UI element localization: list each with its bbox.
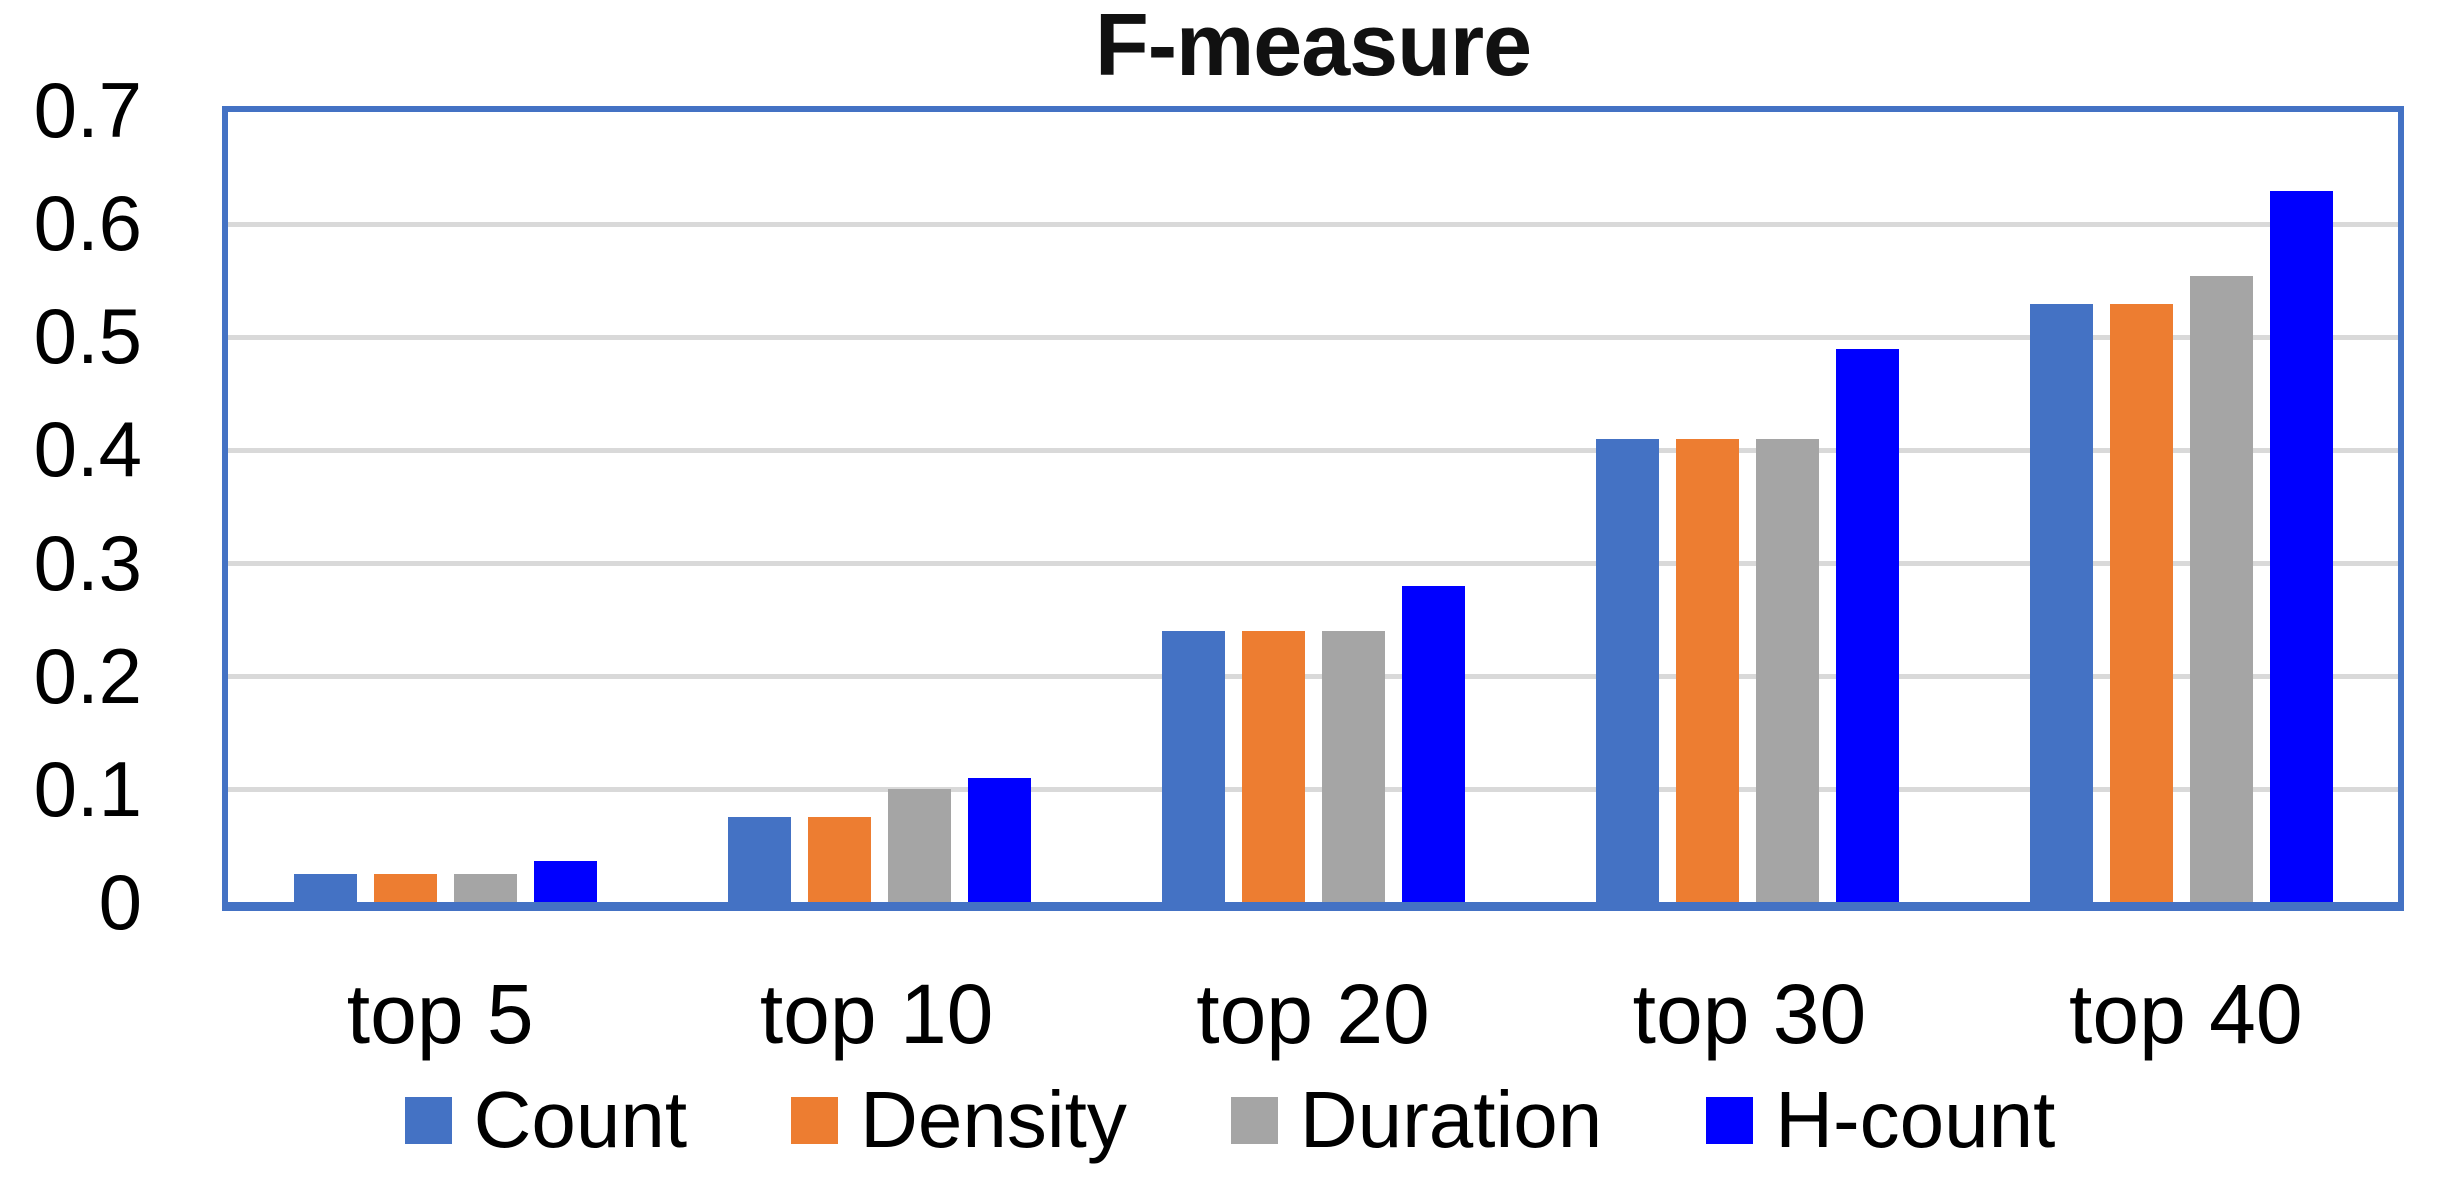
legend-label-duration: Duration <box>1299 1075 1603 1164</box>
bar-h-count-top-20 <box>1401 586 1465 902</box>
bar-duration-top-20 <box>1321 631 1385 902</box>
bar-h-count-top-30 <box>1835 349 1899 902</box>
bar-h-count-top-5 <box>533 861 597 902</box>
bar-group-top-10 <box>662 112 1096 902</box>
y-tick-label-0.4: 0.4 <box>33 405 142 493</box>
legend-label-count: Count <box>473 1075 688 1164</box>
bar-count-top-5 <box>293 874 357 902</box>
bar-duration-top-30 <box>1755 439 1819 902</box>
legend-swatch-density <box>791 1096 839 1144</box>
bar-duration-top-10 <box>887 789 951 902</box>
bar-h-count-top-10 <box>967 778 1031 902</box>
bar-density-top-40 <box>2109 304 2173 902</box>
x-tick-label-top-40: top 40 <box>2069 967 2303 1061</box>
x-axis-tick-labels: top 5 top 10 top 20 top 30 top 40 <box>222 966 2404 1063</box>
chart-title: F-measure <box>1094 0 1532 94</box>
gridline-0.6 <box>228 222 2398 228</box>
legend: Count Density Duration H-count <box>0 1075 2460 1164</box>
y-tick-label-0.1: 0.1 <box>33 745 142 833</box>
y-tick-label-0.7: 0.7 <box>33 66 142 154</box>
legend-item-density: Density <box>791 1074 1127 1166</box>
legend-label-density: Density <box>860 1075 1127 1164</box>
x-tick-label-top-20: top 20 <box>1196 967 1430 1061</box>
bar-density-top-5 <box>373 874 437 902</box>
gridline-0.2 <box>228 673 2398 679</box>
bar-group-top-40 <box>1964 112 2398 902</box>
bar-count-top-40 <box>2029 304 2093 902</box>
y-tick-label-0.2: 0.2 <box>33 632 142 720</box>
x-tick-label-top-5: top 5 <box>346 967 534 1061</box>
bar-duration-top-40 <box>2189 276 2253 902</box>
y-tick-label-0.5: 0.5 <box>33 292 142 380</box>
bar-duration-top-5 <box>453 874 517 902</box>
x-tick-label-top-10: top 10 <box>759 967 994 1061</box>
gridline-0.5 <box>228 335 2398 341</box>
bar-h-count-top-40 <box>2269 191 2333 902</box>
legend-item-count: Count <box>404 1074 688 1166</box>
bar-group-top-5 <box>228 112 662 902</box>
legend-label-h-count: H-count <box>1775 1075 2056 1164</box>
bars-layer <box>228 112 2398 902</box>
gridline-0.4 <box>228 448 2398 454</box>
legend-swatch-duration <box>1230 1096 1278 1144</box>
x-tick-label-top-30: top 30 <box>1632 967 1867 1061</box>
bar-group-top-20 <box>1096 112 1530 902</box>
bar-density-top-10 <box>807 817 871 902</box>
bar-count-top-30 <box>1595 439 1659 902</box>
bar-group-top-30 <box>1530 112 1964 902</box>
plot-area <box>222 106 2404 911</box>
bar-count-top-10 <box>727 817 791 902</box>
legend-swatch-h-count <box>1706 1096 1754 1144</box>
bar-count-top-20 <box>1161 631 1225 902</box>
bar-density-top-20 <box>1241 631 1305 902</box>
legend-item-duration: Duration <box>1230 1074 1603 1166</box>
y-tick-label-0.3: 0.3 <box>33 519 142 607</box>
bar-density-top-30 <box>1675 439 1739 902</box>
y-tick-label-0: 0 <box>98 858 142 946</box>
legend-swatch-count <box>404 1096 452 1144</box>
gridline-0.3 <box>228 560 2398 566</box>
legend-item-h-count: H-count <box>1706 1074 2055 1166</box>
y-tick-label-0.6: 0.6 <box>33 179 142 267</box>
gridline-0.1 <box>228 786 2398 792</box>
